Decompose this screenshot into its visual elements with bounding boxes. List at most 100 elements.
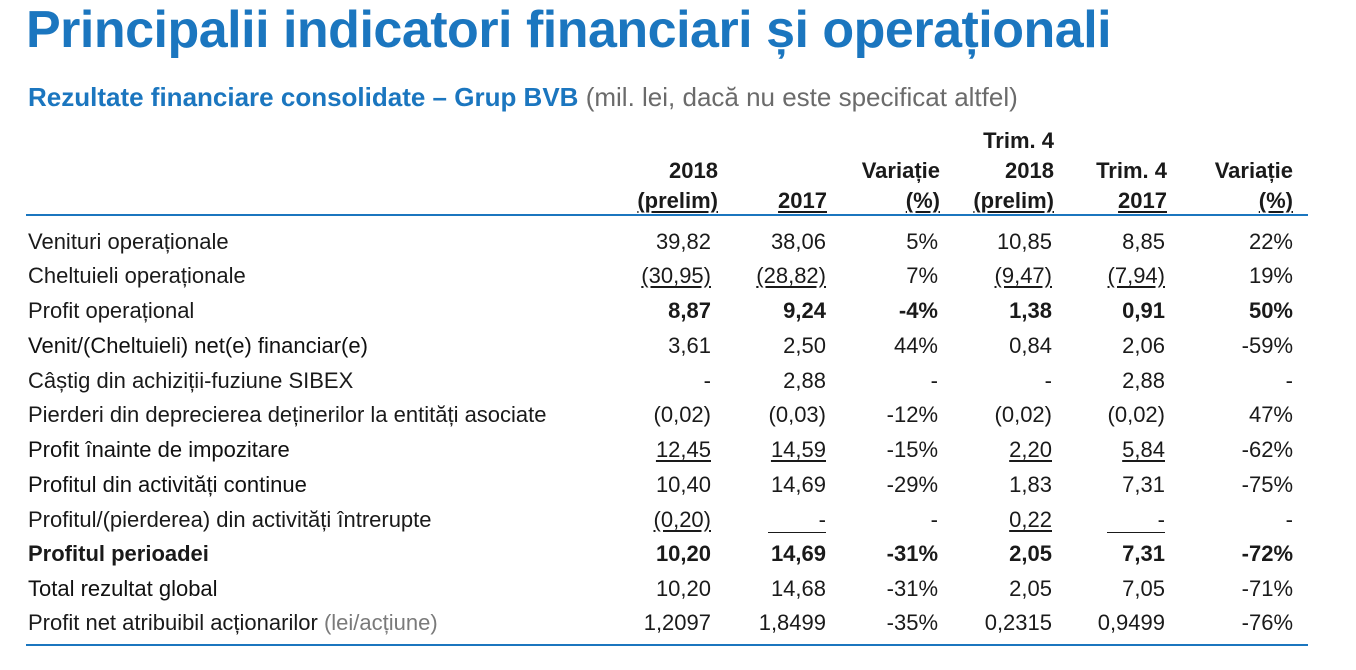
cell: 0,9499 [1097, 610, 1165, 635]
cell: 12,45 [655, 437, 711, 462]
cell: 2,50 [783, 333, 826, 358]
row-label: Venit/(Cheltuieli) net(e) financiar(e) [28, 333, 368, 358]
cell: 2,88 [1122, 368, 1165, 393]
table-row: Cheltuieli operaționale (30,95) (28,82) … [0, 259, 1356, 293]
table-row: Profit înainte de impozitare 12,45 14,59… [0, 433, 1356, 467]
header-line: Variație [861, 158, 940, 183]
header-line: 2018 [1005, 158, 1054, 183]
cell: -31% [886, 576, 938, 601]
header-line: Trim. 4 [983, 128, 1054, 153]
cell: -62% [1241, 437, 1293, 462]
cell: 10,20 [655, 541, 711, 566]
cell: 3,61 [668, 333, 711, 358]
cell: (7,94) [1107, 263, 1165, 288]
table-row: Profitul perioadei 10,20 14,69 -31% 2,05… [0, 537, 1356, 571]
table-subtitle: Rezultate financiare consolidate – Grup … [28, 82, 1018, 113]
cell: 5,84 [1122, 437, 1165, 462]
cell: - [1044, 368, 1052, 393]
header-variatie-annual: Variație (%) [862, 120, 940, 216]
cell: - [768, 503, 826, 537]
cell: 50% [1248, 298, 1293, 323]
header-2018-prelim: 2018 (prelim) [637, 120, 718, 216]
cell: -76% [1241, 610, 1293, 635]
header-line: 2017 [1118, 188, 1167, 213]
cell: 2,06 [1122, 333, 1165, 358]
cell: 1,8499 [758, 610, 826, 635]
cell: 10,85 [996, 229, 1052, 254]
header-line: 2017 [778, 188, 827, 213]
header-line: Variație [1214, 158, 1293, 183]
cell: 7,05 [1122, 576, 1165, 601]
cell: 0,2315 [984, 610, 1052, 635]
cell: -15% [886, 437, 938, 462]
cell: - [1285, 507, 1293, 532]
page-title: Principalii indicatori financiari și ope… [26, 1, 1112, 59]
cell: 8,87 [668, 298, 711, 323]
subtitle-unit-note: (mil. lei, dacă nu este specificat altfe… [585, 82, 1018, 112]
header-q4-2018-prelim: Trim. 4 2018 (prelim) [973, 120, 1054, 216]
row-label: Profitul/(pierderea) din activități într… [28, 507, 432, 532]
cell: -12% [886, 402, 938, 427]
table-row: Profit net atribuibil acționarilor (lei/… [0, 606, 1356, 640]
row-label: Profit net atribuibil acționarilor (lei/… [28, 606, 438, 640]
table-bottom-rule [26, 644, 1308, 646]
row-label-unit: (lei/acțiune) [323, 610, 438, 635]
cell: 7,31 [1122, 541, 1165, 566]
cell: - [1107, 503, 1165, 537]
header-divider [26, 214, 1308, 216]
cell-value: - [1107, 508, 1165, 533]
cell: 2,05 [1009, 541, 1052, 566]
cell: 14,59 [770, 437, 826, 462]
header-line: Trim. 4 [1096, 158, 1167, 183]
cell: 14,68 [770, 576, 826, 601]
table-row: Câștig din achiziții-fuziune SIBEX - 2,8… [0, 364, 1356, 398]
cell: - [1285, 368, 1293, 393]
cell: 22% [1248, 229, 1293, 254]
cell: -72% [1241, 541, 1293, 566]
cell: 0,84 [1009, 333, 1052, 358]
cell: 47% [1248, 402, 1293, 427]
cell: 38,06 [770, 229, 826, 254]
cell: (0,02) [653, 402, 711, 427]
cell: -29% [886, 472, 938, 497]
cell: 2,20 [1009, 437, 1052, 462]
cell: 39,82 [655, 229, 711, 254]
table-row: Profitul/(pierderea) din activități într… [0, 503, 1356, 537]
row-label: Cheltuieli operaționale [28, 263, 246, 288]
cell: 14,69 [770, 472, 826, 497]
cell: (0,02) [1107, 402, 1165, 427]
header-line: (%) [1258, 188, 1293, 213]
cell: -35% [886, 610, 938, 635]
header-2017: 2017 [778, 120, 827, 216]
cell-value: - [768, 508, 826, 533]
table-row: Venituri operaționale 39,82 38,06 5% 10,… [0, 225, 1356, 259]
cell: 2,05 [1009, 576, 1052, 601]
cell: (0,20) [653, 507, 711, 532]
header-line: 2018 [669, 158, 718, 183]
row-label: Venituri operaționale [28, 229, 229, 254]
row-label: Profitul din activități continue [28, 472, 307, 497]
header-variatie-quarterly: Variație (%) [1215, 120, 1293, 216]
row-label: Pierderi din deprecierea deținerilor la … [28, 402, 547, 427]
cell: -59% [1241, 333, 1293, 358]
cell: (28,82) [756, 263, 826, 288]
cell: 0,91 [1122, 298, 1165, 323]
cell: 14,69 [770, 541, 826, 566]
cell: 5% [906, 229, 938, 254]
row-label: Profitul perioadei [28, 541, 209, 566]
cell: - [703, 368, 711, 393]
cell: -71% [1241, 576, 1293, 601]
table-row: Profit operațional 8,87 9,24 -4% 1,38 0,… [0, 294, 1356, 328]
cell: - [930, 368, 938, 393]
cell: (9,47) [994, 263, 1052, 288]
cell: 0,22 [1009, 507, 1052, 532]
cell: (0,02) [994, 402, 1052, 427]
cell: 7% [906, 263, 938, 288]
cell: -4% [898, 298, 938, 323]
cell: 1,83 [1009, 472, 1052, 497]
header-line: (prelim) [637, 188, 718, 213]
cell: 9,24 [783, 298, 826, 323]
table-row: Total rezultat global 10,20 14,68 -31% 2… [0, 572, 1356, 606]
row-label-text: Profit net atribuibil acționarilor [28, 610, 318, 635]
row-label: Profit înainte de impozitare [28, 437, 290, 462]
